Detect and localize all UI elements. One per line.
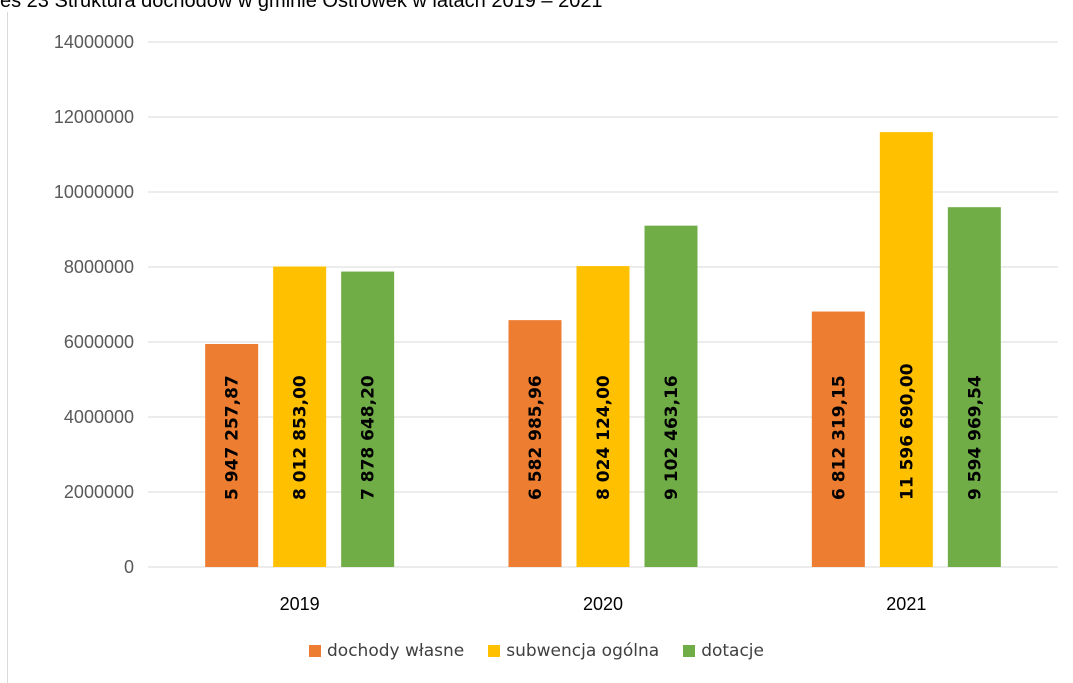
data-label: 8 024 124,00 [594,375,614,500]
y-tick-label: 4000000 [64,407,134,427]
bar [879,132,933,567]
y-tick-label: 14000000 [54,32,134,52]
legend-label-dotacje: dotacje [701,641,764,661]
bar [508,320,562,567]
legend-swatch-dochody-wlasne [309,645,321,657]
x-tick-label: 2021 [886,594,926,614]
bar [811,311,865,567]
data-label: 9 594 969,54 [965,375,985,500]
legend-swatch-dotacje [683,645,696,657]
bar [576,266,630,567]
legend-swatch-subwencja-ogolna [488,645,501,657]
x-tick-label: 2020 [583,594,623,614]
bar [273,266,327,567]
data-label: 6 582 985,96 [526,375,546,500]
x-tick-label: 2019 [280,594,320,614]
legend-label-dochody-wlasne: dochody własne [327,641,465,661]
bar [644,225,698,567]
y-tick-label: 0 [124,557,134,577]
y-tick-label: 12000000 [54,107,134,127]
bar [341,271,395,567]
chart-title: es 23 Struktura dochodów w gminie Ostrów… [0,0,603,12]
y-tick-label: 2000000 [64,482,134,502]
data-label: 7 878 648,20 [359,375,379,500]
legend-item-dochody-wlasne: dochody własne [309,641,464,661]
y-tick-label: 6000000 [64,332,134,352]
data-label: 5 947 257,87 [223,375,243,500]
legend-label-subwencja-ogolna: subwencja ogólna [506,641,660,661]
data-label: 11 596 690,00 [897,363,917,500]
chart-legend: dochody własne subwencja ogólna dotacje [0,641,1073,661]
legend-item-subwencja-ogolna: subwencja ogólna [488,641,659,661]
data-label: 8 012 853,00 [291,375,311,500]
bar [947,207,1001,567]
bar [205,343,259,567]
y-tick-label: 8000000 [64,257,134,277]
data-label: 6 812 319,15 [829,375,849,500]
data-label: 9 102 463,16 [662,375,682,500]
chart-frame-border [7,12,8,683]
legend-item-dotacje: dotacje [683,641,764,661]
y-tick-label: 10000000 [54,182,134,202]
